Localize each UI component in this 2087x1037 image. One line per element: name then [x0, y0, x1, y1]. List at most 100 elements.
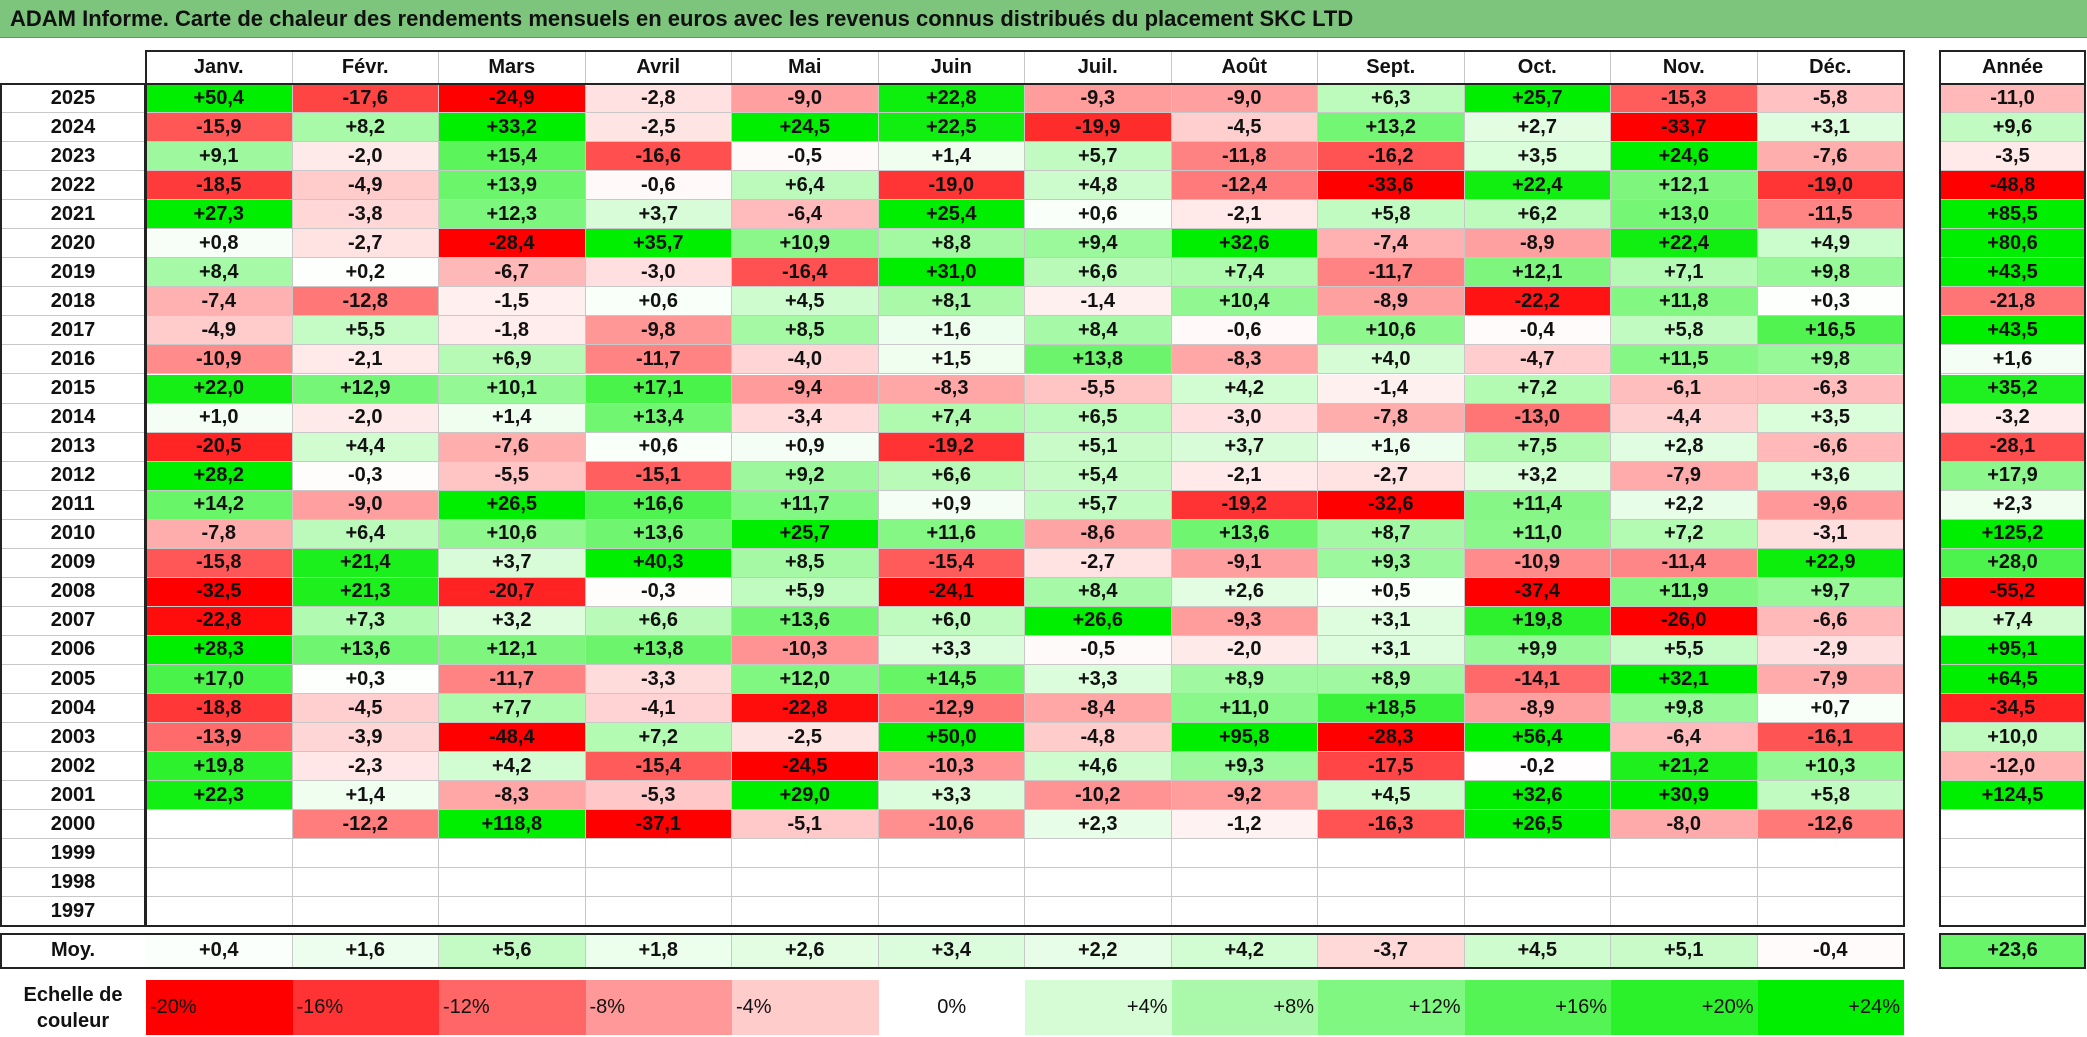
heatmap-cell	[292, 897, 439, 927]
heatmap-cell: -2,5	[732, 723, 879, 753]
heatmap-cell: -16,4	[732, 258, 879, 288]
page-title: ADAM Informe. Carte de chaleur des rende…	[10, 6, 1354, 31]
heatmap-cell: +2,3	[1025, 810, 1172, 840]
heatmap-cell	[439, 839, 586, 869]
month-header: Sept.	[1318, 51, 1465, 84]
heatmap-cell: +3,5	[1757, 403, 1904, 433]
annual-cell: +35,2	[1940, 374, 2086, 404]
heatmap-cell: +7,1	[1611, 258, 1758, 288]
title-bar: ADAM Informe. Carte de chaleur des rende…	[0, 0, 2087, 38]
heatmap-cell: +21,3	[292, 577, 439, 607]
heatmap-cell: +0,6	[585, 287, 732, 317]
heatmap-cell: -6,3	[1757, 374, 1904, 404]
average-cell: +4,5	[1464, 934, 1611, 969]
heatmap-cell: -14,1	[1464, 665, 1611, 695]
heatmap-cell: +4,8	[1025, 171, 1172, 201]
year-label: 2014	[0, 403, 146, 433]
heatmap-cell: -6,1	[1611, 374, 1758, 404]
heatmap-cell: -12,8	[292, 287, 439, 317]
heatmap-cell: -9,0	[732, 84, 879, 114]
average-cell: +0,4	[146, 934, 293, 969]
heatmap-cell: +22,4	[1464, 171, 1611, 201]
header-separator	[146, 83, 1904, 85]
heatmap-cell: +95,8	[1171, 723, 1318, 753]
heatmap-cell: +10,6	[1318, 316, 1465, 346]
heatmap-cell: -37,1	[585, 810, 732, 840]
heatmap-cell: +5,7	[1025, 142, 1172, 172]
month-header: Mai	[732, 51, 879, 84]
heatmap-cell: +7,4	[878, 403, 1025, 433]
annual-cell: -11,0	[1940, 84, 2086, 114]
heatmap-cell: +28,3	[146, 635, 293, 665]
heatmap-cell: +25,7	[732, 519, 879, 549]
annual-cell: +7,4	[1940, 606, 2086, 636]
color-scale-stop: +12%	[1318, 980, 1465, 1036]
heatmap-cell	[585, 839, 732, 869]
heatmap-cell: -0,3	[292, 461, 439, 491]
heatmap-cell: -11,8	[1171, 142, 1318, 172]
heatmap-cell: -2,7	[292, 229, 439, 259]
heatmap-cell: -15,3	[1611, 84, 1758, 114]
heatmap-cell: +27,3	[146, 200, 293, 230]
annual-cell: -28,1	[1940, 432, 2086, 462]
heatmap-cell: +3,2	[1464, 461, 1611, 491]
heatmap-cell: -0,5	[732, 142, 879, 172]
heatmap-cell: +1,6	[878, 316, 1025, 346]
heatmap-cell: +8,9	[1171, 665, 1318, 695]
heatmap-cell	[439, 868, 586, 898]
annual-cell: -3,5	[1940, 142, 2086, 172]
heatmap-cell: -15,4	[878, 548, 1025, 578]
heatmap-cell: -3,0	[585, 258, 732, 288]
heatmap-cell: +7,4	[1171, 258, 1318, 288]
heatmap-cell: -0,4	[1464, 316, 1611, 346]
heatmap-cell: -2,1	[1171, 461, 1318, 491]
annual-cell: -21,8	[1940, 287, 2086, 317]
heatmap-cell: -4,5	[1171, 113, 1318, 143]
heatmap-cell	[1171, 868, 1318, 898]
heatmap-cell: -1,8	[439, 316, 586, 346]
heatmap-cell: -3,1	[1757, 519, 1904, 549]
heatmap-cell: +12,0	[732, 665, 879, 695]
heatmap-cell: +28,2	[146, 461, 293, 491]
month-header: Nov.	[1611, 51, 1758, 84]
heatmap-cell: +19,8	[146, 752, 293, 782]
heatmap-cell: +8,9	[1318, 665, 1465, 695]
heatmap-cell: +6,3	[1318, 84, 1465, 114]
year-label: 2004	[0, 694, 146, 724]
average-cell: +1,8	[585, 934, 732, 969]
heatmap-cell: +4,0	[1318, 345, 1465, 375]
heatmap-cell: -8,9	[1464, 229, 1611, 259]
heatmap-cell: -32,5	[146, 577, 293, 607]
heatmap-cell: +5,4	[1025, 461, 1172, 491]
heatmap-cell: -3,9	[292, 723, 439, 753]
average-cell: -3,7	[1318, 934, 1465, 969]
heatmap-cell: +33,2	[439, 113, 586, 143]
annual-cell: +85,5	[1940, 200, 2086, 230]
heatmap-cell: -11,7	[1318, 258, 1465, 288]
heatmap-cell: -0,6	[585, 171, 732, 201]
heatmap-cell: +16,6	[585, 490, 732, 520]
heatmap-cell: -10,3	[878, 752, 1025, 782]
heatmap-cell: +56,4	[1464, 723, 1611, 753]
heatmap-cell	[1757, 897, 1904, 927]
heatmap-cell: -8,9	[1318, 287, 1465, 317]
heatmap-cell: +0,6	[1025, 200, 1172, 230]
heatmap-cell: -5,5	[439, 461, 586, 491]
heatmap-cell: -16,3	[1318, 810, 1465, 840]
heatmap-cell: +32,1	[1611, 665, 1758, 695]
color-scale-label: Echelle de couleur	[23, 984, 123, 1033]
heatmap-cell: -9,2	[1171, 781, 1318, 811]
heatmap-cell: +0,3	[292, 665, 439, 695]
heatmap-cell: +24,6	[1611, 142, 1758, 172]
heatmap-cell: +11,0	[1171, 694, 1318, 724]
heatmap-cell: +0,9	[732, 432, 879, 462]
heatmap-cell: +11,8	[1611, 287, 1758, 317]
color-scale-stop: -12%	[439, 980, 586, 1036]
average-cell: +5,6	[439, 934, 586, 969]
month-header: Févr.	[292, 51, 439, 84]
heatmap-cell	[1464, 897, 1611, 927]
heatmap-cell: -10,6	[878, 810, 1025, 840]
heatmap-cell	[1318, 839, 1465, 869]
heatmap-cell: -10,2	[1025, 781, 1172, 811]
heatmap-cell	[1171, 839, 1318, 869]
